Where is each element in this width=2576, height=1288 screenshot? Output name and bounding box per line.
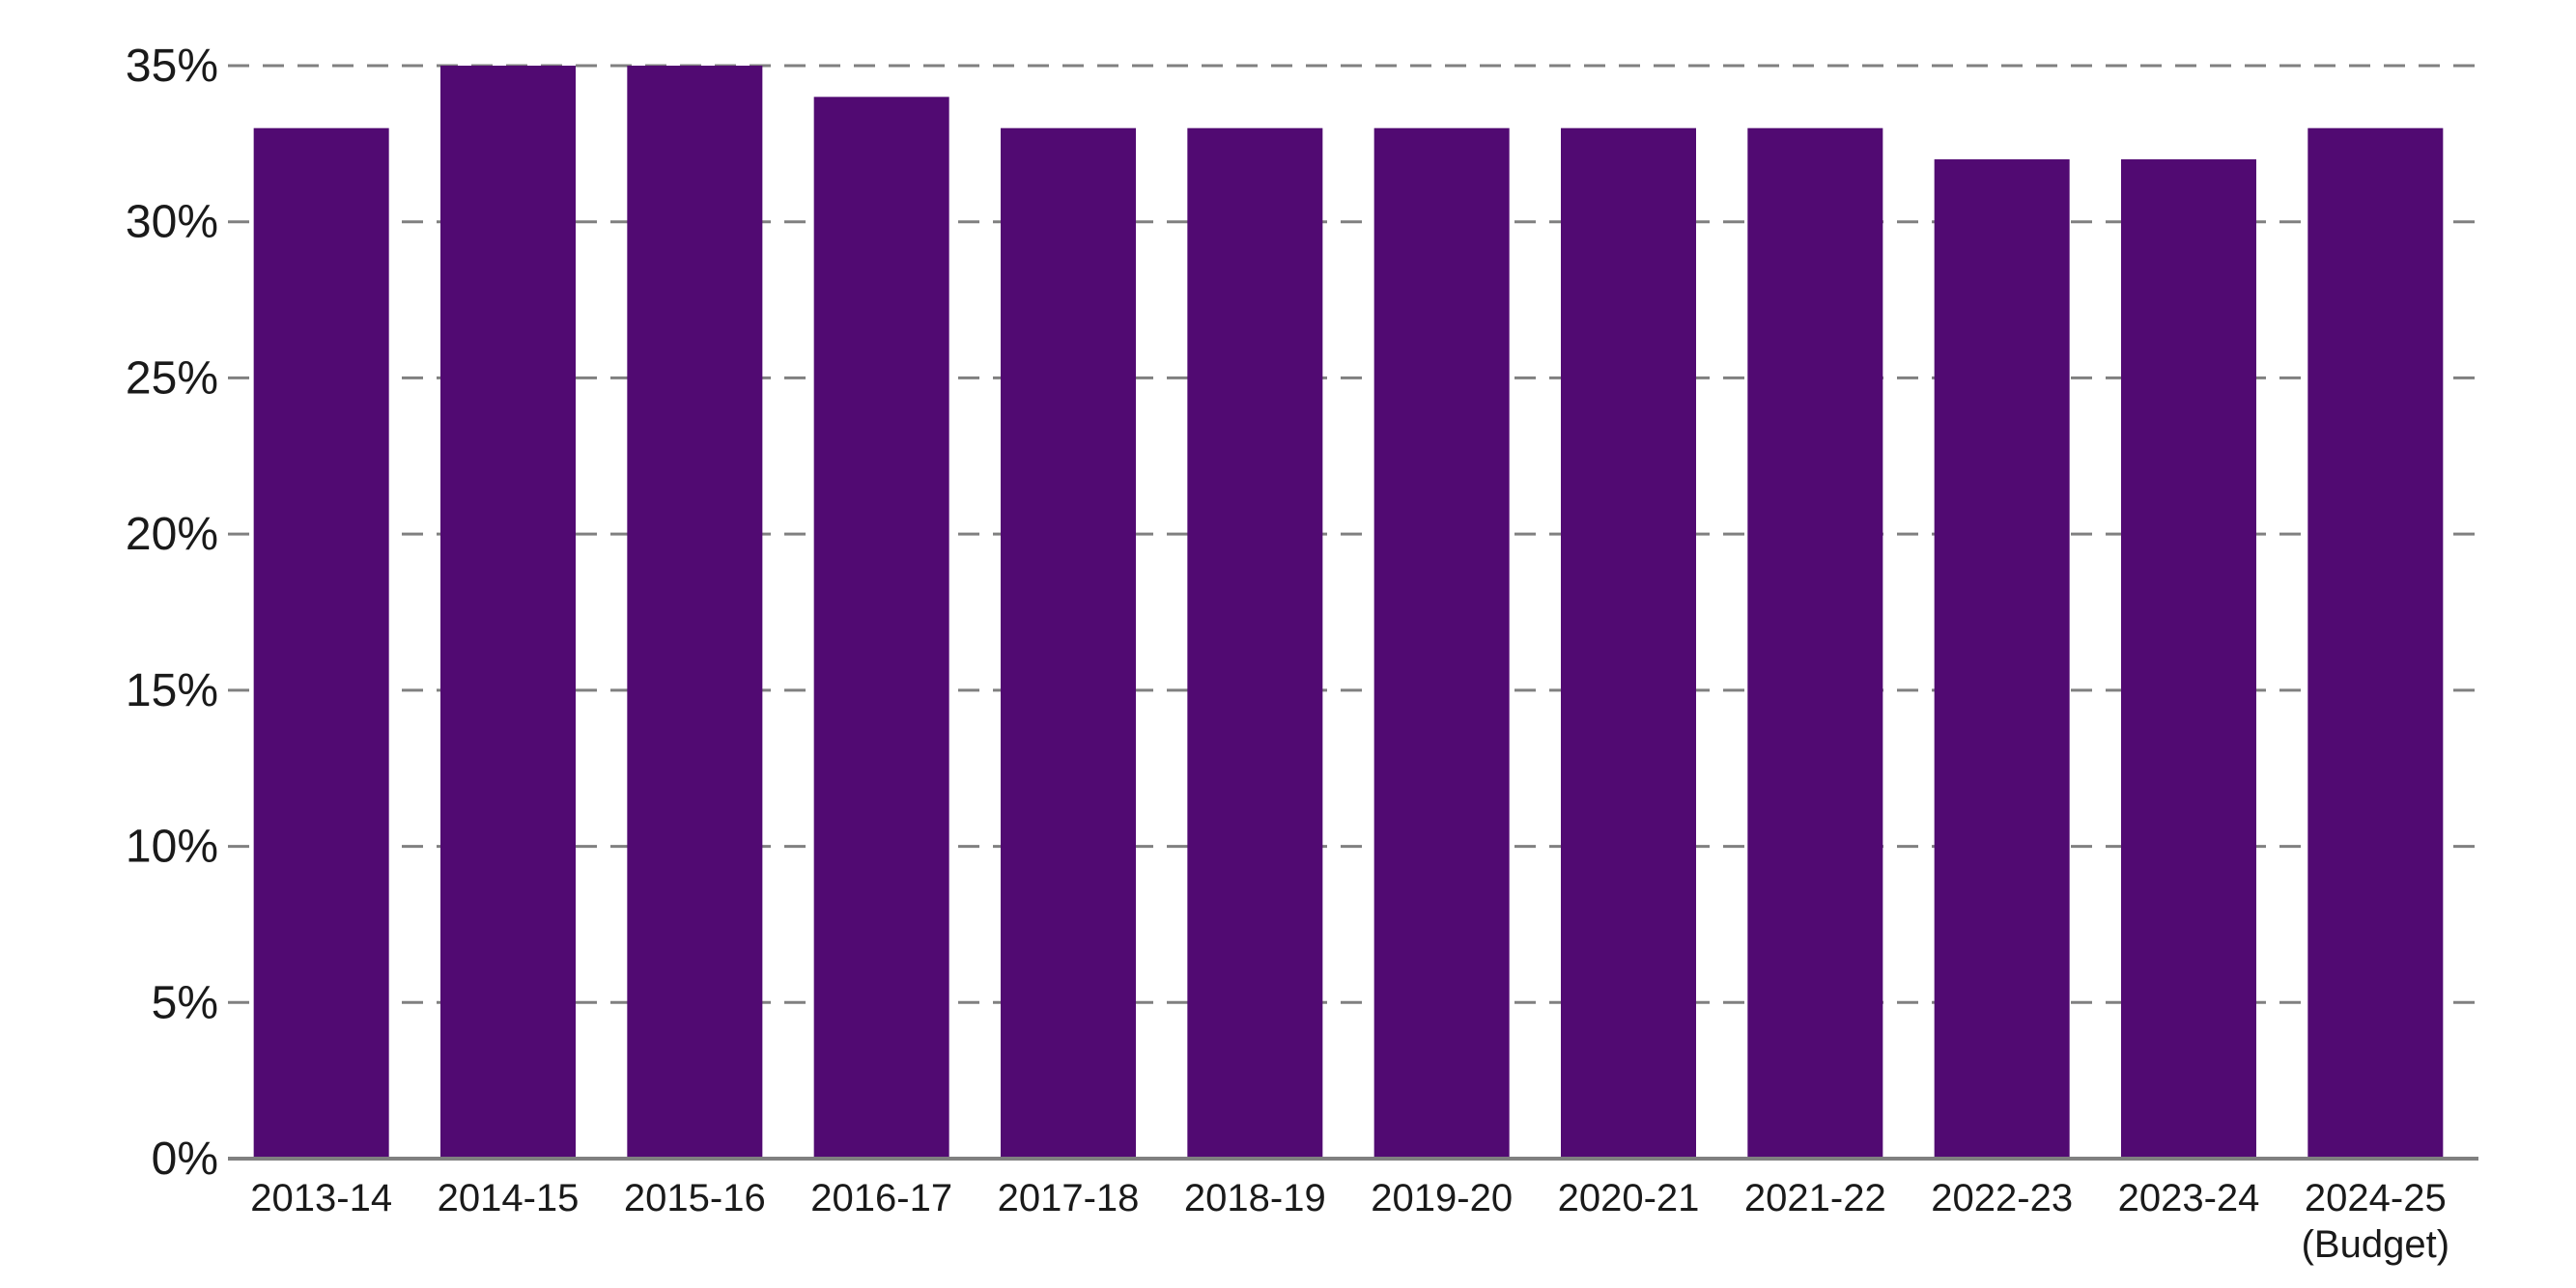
bar-3: [813, 97, 949, 1159]
bar-9: [1934, 159, 2070, 1159]
y-tick-label-3: 15%: [126, 665, 218, 716]
x-tick-label-9: 2022-23: [1931, 1177, 2073, 1219]
y-tick-label-0: 0%: [152, 1134, 218, 1185]
y-tick-label-5: 25%: [126, 352, 218, 404]
bar-7: [1561, 127, 1696, 1160]
bar-10: [2121, 159, 2256, 1159]
x-tick-label-4: 2017-18: [998, 1177, 1140, 1219]
y-tick-label-2: 10%: [126, 822, 218, 873]
x-tick-label-3: 2016-17: [810, 1177, 952, 1219]
x-tick-label-8: 2021-22: [1744, 1177, 1886, 1219]
y-axis-tick-labels: 0% 5% 10% 15% 20% 25% 30% 35%: [126, 41, 218, 1185]
y-tick-label-1: 5%: [152, 977, 218, 1028]
bars: [253, 66, 2444, 1160]
x-tick-label-10: 2023-24: [2118, 1177, 2260, 1219]
bar-1: [440, 66, 576, 1159]
y-tick-label-4: 20%: [126, 509, 218, 560]
bar-6: [1373, 127, 1510, 1160]
x-tick-label-6: 2019-20: [1371, 1177, 1513, 1219]
x-tick-label-11: 2024-25 (Budget): [2302, 1177, 2449, 1266]
x-tick-label-1: 2014-15: [438, 1177, 580, 1219]
x-tick-label-7: 2020-21: [1558, 1177, 1700, 1219]
bar-11: [2307, 127, 2444, 1160]
y-tick-label-7: 35%: [126, 41, 218, 92]
x-tick-label-5: 2018-19: [1184, 1177, 1326, 1219]
y-tick-label-6: 30%: [126, 197, 218, 248]
gridlines: [228, 64, 2478, 1004]
bar-0: [253, 127, 389, 1160]
x-axis-tick-labels: 2013-14 2014-15 2015-16 2016-17 2017-18 2018-…: [250, 1177, 2449, 1266]
bar-2: [627, 66, 763, 1159]
x-tick-label-0: 2013-14: [250, 1177, 392, 1219]
x-tick-label-2: 2015-16: [624, 1177, 766, 1219]
bar-4: [1001, 127, 1136, 1160]
bar-5: [1187, 127, 1323, 1160]
bar-8: [1747, 127, 1883, 1160]
